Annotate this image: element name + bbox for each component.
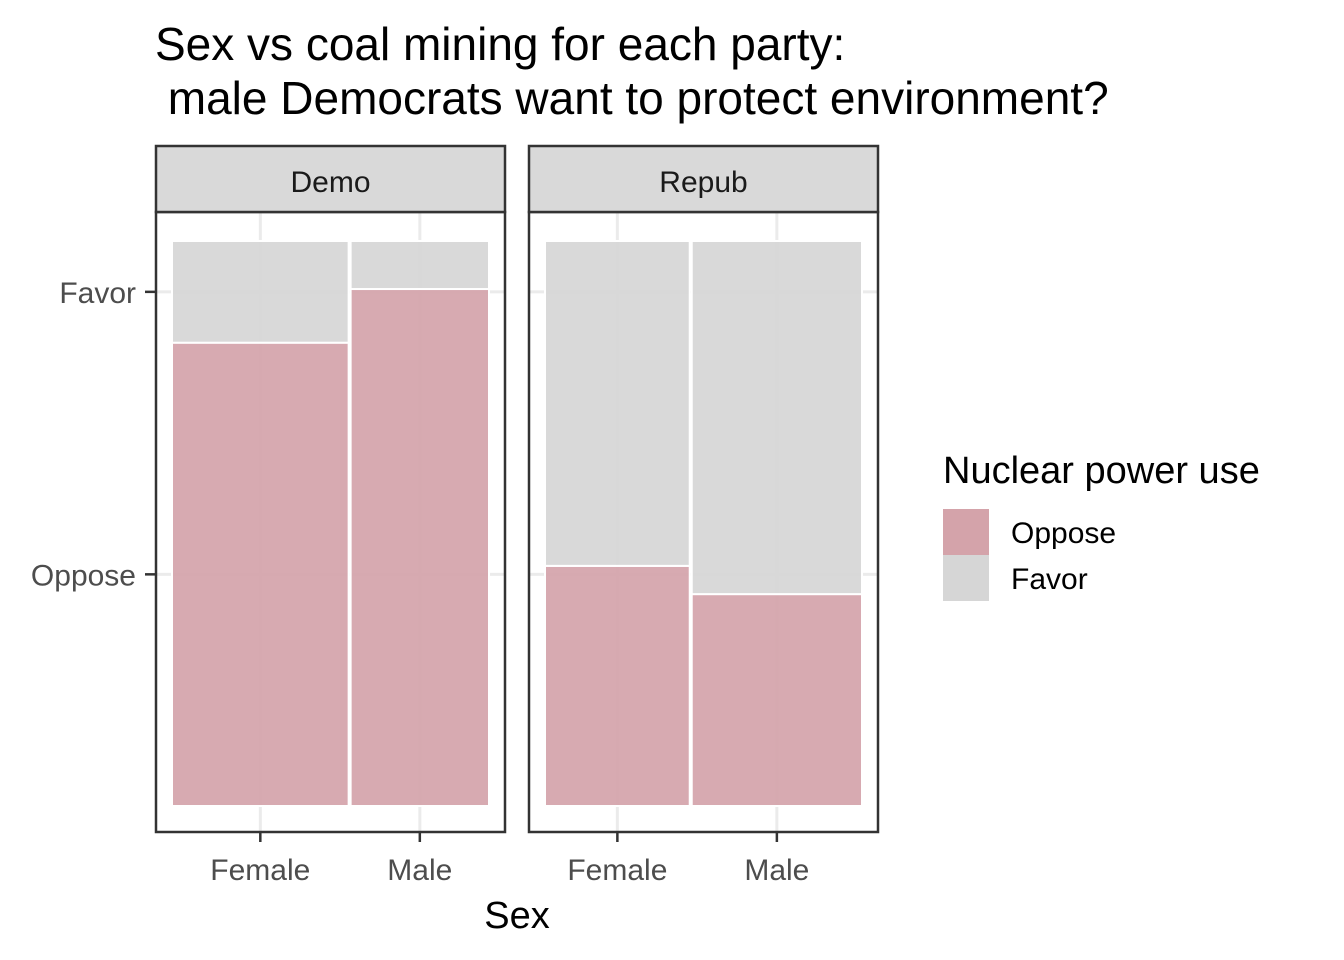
facet-demo: Demo Female Male [154, 144, 507, 887]
plot-area: Demo Female Male Repub Female Male Oppose Favor [31, 144, 880, 887]
legend-title: Nuclear power use [943, 450, 1260, 492]
x-axis-title: Sex [484, 895, 549, 937]
mosaic-cell-male-oppose [349, 288, 491, 807]
mosaic-cell-male-oppose [690, 593, 863, 807]
x-tick-label: Male [744, 854, 809, 887]
x-tick-label: Male [387, 854, 452, 887]
facet-strip [154, 144, 507, 214]
mosaic-cell-male-favor [349, 240, 491, 291]
legend-key-oppose [943, 509, 989, 555]
mosaic-cell-female-oppose [171, 341, 350, 807]
facet-strip-label: Repub [659, 166, 747, 199]
legend-label-favor: Favor [1011, 563, 1088, 596]
chart-title: Sex vs coal mining for each party: [155, 18, 845, 70]
legend: Nuclear power use Oppose Favor [943, 450, 1260, 601]
legend-label-oppose: Oppose [1011, 517, 1116, 550]
facet-strip-label: Demo [290, 166, 370, 199]
y-tick-label: Oppose [31, 559, 136, 592]
mosaic-cell-female-favor [544, 240, 691, 567]
facet-strip [527, 144, 880, 214]
mosaic-cell-female-favor [171, 240, 350, 344]
facet-repub: Repub Female Male [527, 144, 880, 887]
x-tick-label: Female [567, 854, 667, 887]
x-tick-label: Female [210, 854, 310, 887]
mosaic-cell-female-oppose [544, 564, 691, 807]
legend-key-favor [943, 555, 989, 601]
mosaic-cell-male-favor [690, 240, 863, 596]
y-tick-label: Favor [59, 277, 136, 310]
chart-subtitle: male Democrats want to protect environme… [155, 72, 1109, 124]
